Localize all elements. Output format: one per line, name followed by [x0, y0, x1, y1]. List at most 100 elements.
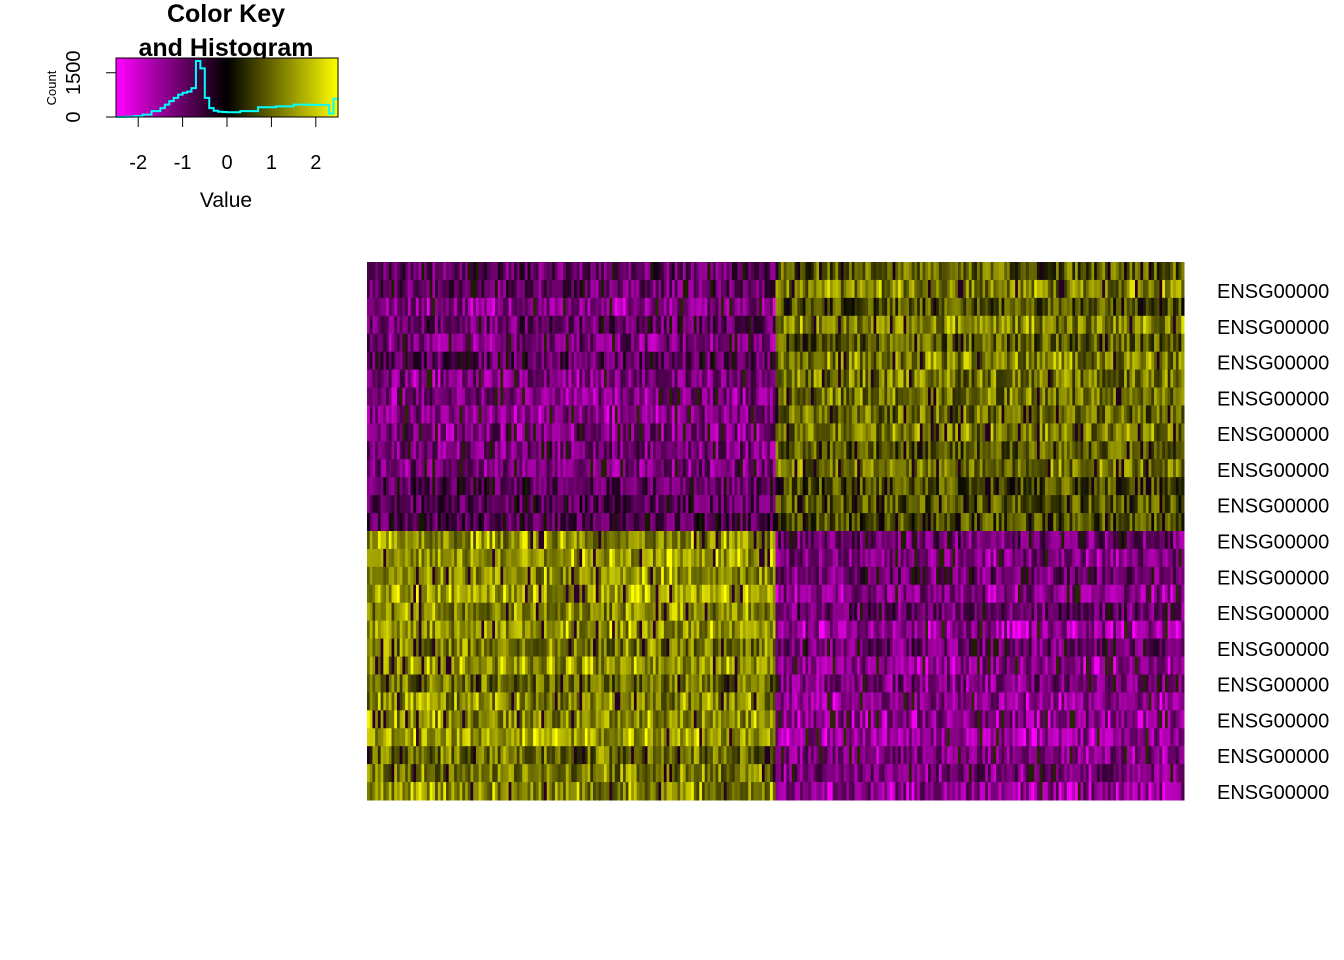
- color-key-strip: [175, 58, 179, 117]
- heatmap-cell: [919, 279, 924, 299]
- heatmap-cell: [1036, 423, 1041, 442]
- heatmap-cell: [1056, 387, 1060, 406]
- heatmap-cell: [1145, 262, 1150, 281]
- heatmap-cell: [1164, 387, 1169, 406]
- heatmap-cell: [701, 297, 706, 317]
- heatmap-cell: [955, 405, 959, 424]
- heatmap-cell: [375, 279, 379, 299]
- heatmap-cell: [1099, 405, 1103, 424]
- heatmap-cell: [1050, 405, 1054, 424]
- heatmap-cell: [622, 369, 627, 389]
- heatmap-cell: [661, 315, 665, 335]
- heatmap-cell: [369, 495, 373, 514]
- heatmap-cell: [1017, 333, 1022, 353]
- heatmap-cell: [617, 513, 621, 532]
- heatmap-cell: [718, 387, 722, 406]
- heatmap-cell: [666, 531, 670, 550]
- heatmap-cell: [699, 279, 703, 299]
- heatmap-cell: [957, 315, 962, 335]
- heatmap-cell: [1064, 315, 1068, 335]
- heatmap-cell: [552, 531, 556, 550]
- heatmap-cell: [1167, 495, 1171, 514]
- heatmap-cell: [1159, 297, 1163, 317]
- heatmap-cell: [1066, 262, 1071, 281]
- heatmap-cell: [996, 387, 1000, 406]
- heatmap-cell: [1132, 531, 1136, 550]
- heatmap-cell: [416, 495, 420, 514]
- heatmap-cell: [1099, 279, 1103, 299]
- heatmap-cell: [851, 369, 855, 389]
- heatmap-cell: [1124, 495, 1128, 514]
- heatmap-cell: [399, 548, 403, 568]
- heatmap-cell: [810, 262, 815, 281]
- heatmap-cell: [396, 548, 401, 568]
- heatmap-cell: [1083, 459, 1087, 478]
- heatmap-cell: [780, 351, 785, 371]
- heatmap-cell: [1072, 387, 1076, 406]
- heatmap-cell: [484, 459, 488, 478]
- heatmap-cell: [938, 297, 943, 317]
- heatmap-cell: [628, 405, 632, 424]
- heatmap-cell: [492, 351, 496, 371]
- heatmap-cell: [1031, 387, 1035, 406]
- heatmap-cell: [865, 531, 869, 550]
- heatmap-cell: [508, 351, 512, 371]
- heatmap-cell: [582, 333, 586, 353]
- heatmap-cell: [614, 262, 619, 281]
- heatmap-cell: [996, 513, 1000, 532]
- color-key-strip: [318, 58, 321, 117]
- heatmap-cell: [377, 333, 382, 353]
- heatmap-cell: [696, 387, 700, 406]
- heatmap-cell: [1036, 513, 1041, 532]
- heatmap-cell: [1159, 279, 1163, 299]
- heatmap-cell: [1042, 369, 1046, 389]
- heatmap-cell: [554, 495, 559, 514]
- heatmap-cell: [1036, 405, 1041, 424]
- heatmap-cell: [421, 548, 425, 568]
- heatmap-cell: [813, 351, 817, 371]
- heatmap-cell: [677, 441, 681, 460]
- heatmap-cell: [1105, 495, 1109, 514]
- heatmap-cell: [451, 279, 455, 299]
- heatmap-cell: [519, 387, 523, 406]
- heatmap-cell: [573, 297, 578, 317]
- heatmap-cell: [396, 441, 401, 460]
- heatmap-cell: [557, 333, 561, 353]
- heatmap-cell: [508, 477, 512, 496]
- heatmap-cell: [609, 477, 613, 496]
- heatmap-cell: [396, 513, 401, 532]
- heatmap-cell: [535, 297, 540, 317]
- heatmap-cell: [938, 441, 943, 460]
- heatmap-cell: [906, 369, 910, 389]
- heatmap-cell: [484, 423, 488, 442]
- heatmap-cell: [696, 423, 700, 442]
- heatmap-cell: [655, 441, 659, 460]
- heatmap-cell: [614, 531, 619, 550]
- heatmap-cell: [794, 262, 798, 281]
- heatmap-cell: [1058, 477, 1062, 496]
- heatmap-cell: [968, 369, 973, 389]
- heatmap-cell: [748, 513, 752, 532]
- heatmap-cell: [974, 315, 978, 335]
- heatmap-cell: [1096, 369, 1101, 389]
- heatmap-cell: [421, 315, 425, 335]
- heatmap-cell: [1091, 405, 1095, 424]
- heatmap-cell: [503, 477, 507, 496]
- heatmap-cell: [535, 441, 540, 460]
- heatmap-cell: [721, 387, 725, 406]
- heatmap-cell: [712, 459, 717, 478]
- heatmap-cell: [405, 351, 409, 371]
- heatmap-cell: [1031, 477, 1035, 496]
- heatmap-cell: [503, 297, 507, 317]
- heatmap-cell: [666, 513, 670, 532]
- heatmap-cell: [993, 459, 997, 478]
- heatmap-cell: [443, 387, 447, 406]
- heatmap-cell: [1009, 513, 1013, 532]
- heatmap-cell: [481, 351, 485, 371]
- heatmap-cell: [1006, 333, 1011, 353]
- heatmap-cell: [1124, 405, 1128, 424]
- heatmap-cell: [1085, 423, 1090, 442]
- heatmap-cell: [1137, 369, 1141, 389]
- heatmap-cell: [761, 441, 766, 460]
- heatmap-cell: [911, 513, 915, 532]
